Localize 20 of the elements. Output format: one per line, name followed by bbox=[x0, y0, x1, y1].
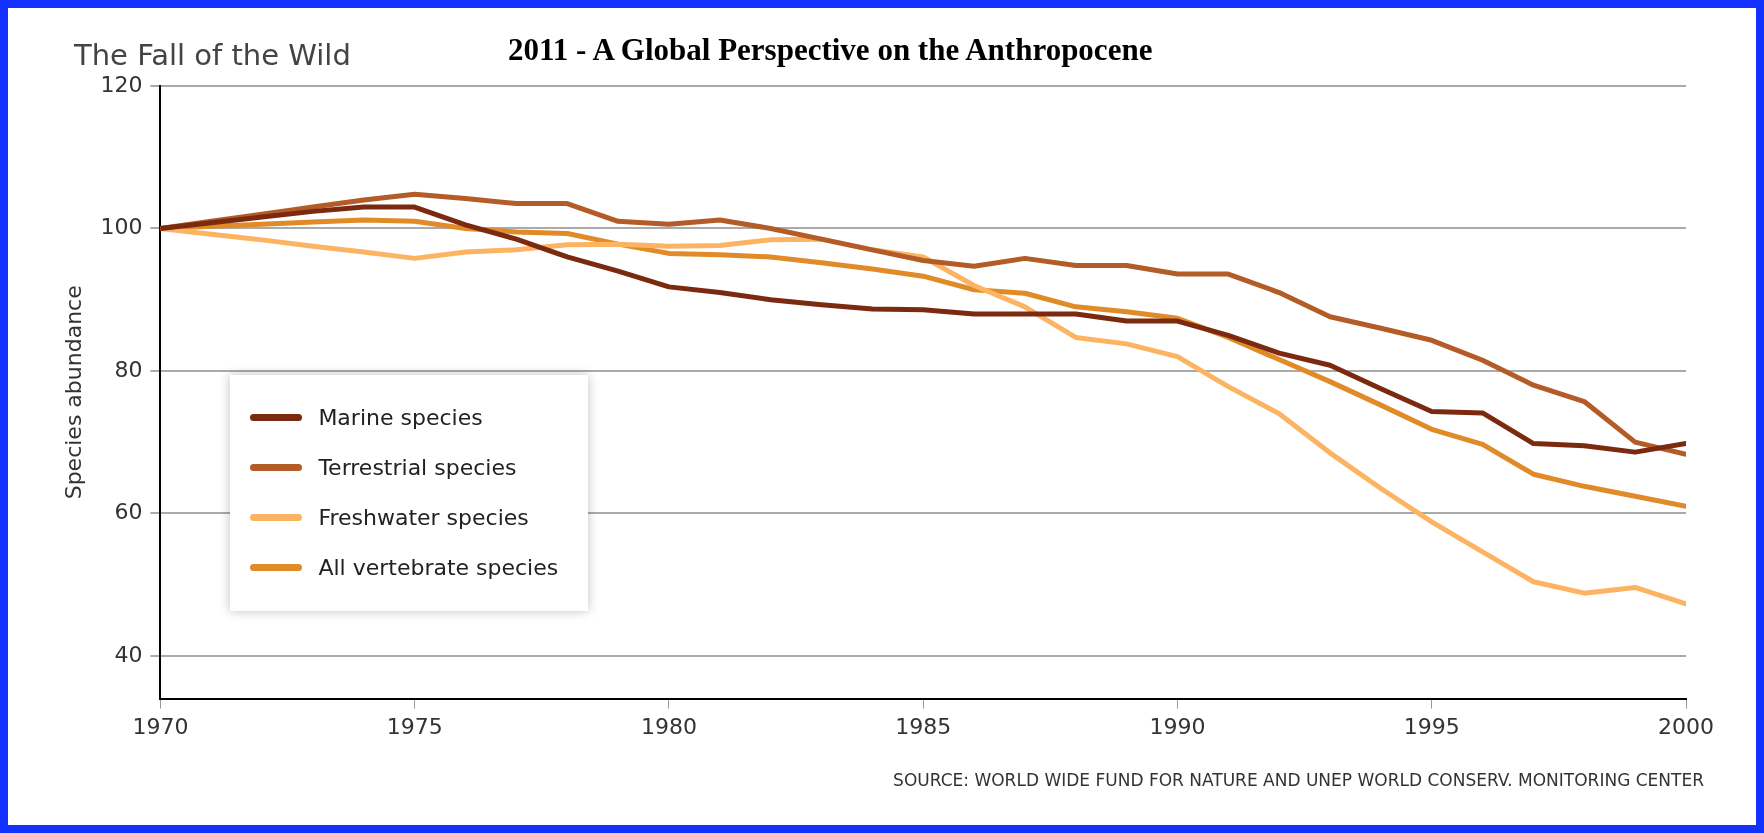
y-axis-title: Species abundance bbox=[60, 285, 86, 500]
y-tick-label: 120 bbox=[100, 71, 143, 97]
x-tick-label: 1990 bbox=[1149, 713, 1206, 739]
x-tick-label: 1970 bbox=[132, 713, 189, 739]
x-tick-label: 1980 bbox=[640, 713, 697, 739]
legend-label: Freshwater species bbox=[318, 505, 529, 531]
source-note: SOURCE: WORLD WIDE FUND FOR NATURE AND UNEP WORLD CONSERV. MONITORING CENTER bbox=[893, 770, 1704, 790]
x-tick-label: 1995 bbox=[1403, 713, 1460, 739]
x-tick-label: 1985 bbox=[895, 713, 952, 739]
x-tick-label: 1975 bbox=[386, 713, 443, 739]
y-tick-label: 60 bbox=[114, 499, 143, 525]
x-tick-label: 2000 bbox=[1658, 713, 1714, 739]
y-tick-label: 40 bbox=[114, 641, 143, 667]
y-tick-label: 80 bbox=[114, 356, 143, 382]
chart-subtitle: 2011 - A Global Perspective on the Anthropocene bbox=[508, 32, 1153, 68]
y-tick-label: 100 bbox=[100, 214, 143, 240]
legend-label: Terrestrial species bbox=[318, 455, 517, 481]
legend-label: All vertebrate species bbox=[318, 555, 559, 581]
legend-label: Marine species bbox=[318, 405, 483, 431]
chart-title: The Fall of the Wild bbox=[74, 38, 351, 72]
